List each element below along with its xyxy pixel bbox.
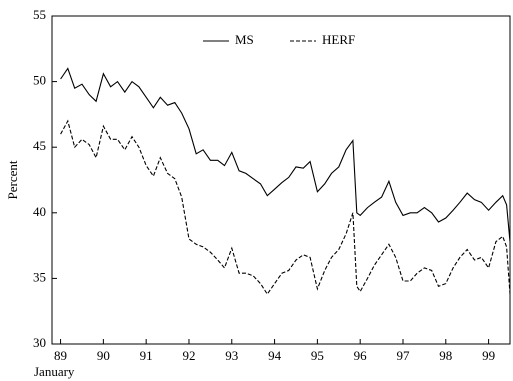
legend-label: MS bbox=[235, 32, 254, 47]
y-tick-label: 45 bbox=[33, 138, 46, 153]
x-tick-label: 98 bbox=[439, 348, 452, 363]
x-tick-label: 91 bbox=[140, 348, 153, 363]
x-axis-note: January bbox=[34, 364, 75, 379]
x-tick-label: 93 bbox=[225, 348, 238, 363]
series-line bbox=[60, 67, 511, 242]
y-tick-label: 50 bbox=[33, 73, 46, 88]
y-tick-label: 55 bbox=[33, 7, 46, 22]
x-tick-label: 89 bbox=[54, 348, 67, 363]
y-axis-label: Percent bbox=[5, 160, 20, 199]
x-tick-label: 92 bbox=[182, 348, 195, 363]
plot-frame bbox=[51, 15, 511, 345]
x-tick-label: 99 bbox=[482, 348, 495, 363]
x-tick-label: 97 bbox=[396, 348, 410, 363]
series-line bbox=[60, 119, 511, 296]
y-tick-label: 30 bbox=[33, 335, 46, 350]
x-tick-label: 94 bbox=[268, 348, 282, 363]
legend-label: HERF bbox=[322, 32, 355, 47]
x-tick-label: 95 bbox=[311, 348, 324, 363]
y-tick-label: 35 bbox=[33, 269, 46, 284]
x-tick-label: 90 bbox=[97, 348, 110, 363]
x-tick-label: 96 bbox=[354, 348, 368, 363]
y-tick-label: 40 bbox=[33, 204, 46, 219]
